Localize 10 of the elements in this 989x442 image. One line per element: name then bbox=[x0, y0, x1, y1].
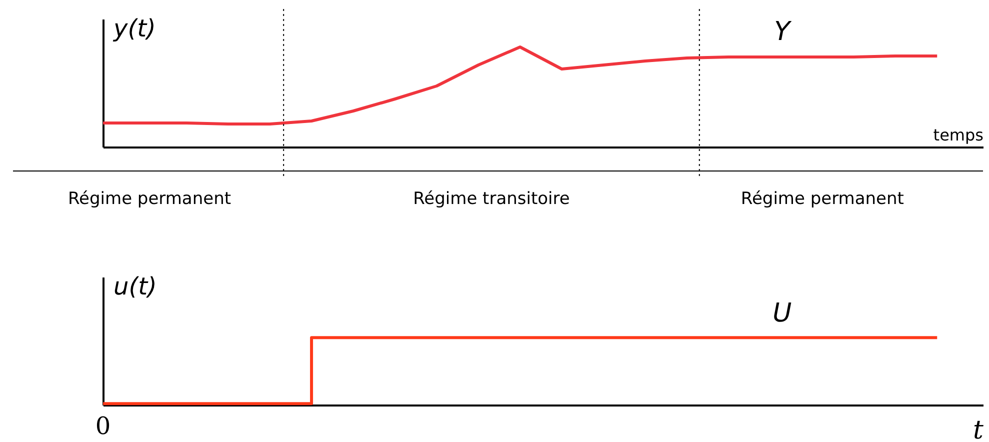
text: Régime transitoire bbox=[413, 189, 570, 209]
y-axis-title: u(t) bbox=[114, 272, 157, 300]
series-label: Y bbox=[774, 17, 792, 47]
text: Régime permanent bbox=[68, 189, 232, 209]
y-axis-title: y(t) bbox=[112, 14, 156, 42]
x-axis-title: t bbox=[973, 416, 984, 442]
text: Régime permanent bbox=[740, 189, 904, 209]
text: 0 bbox=[95, 412, 111, 440]
x-axis-title: temps bbox=[933, 126, 984, 144]
series-label: U bbox=[772, 298, 792, 329]
